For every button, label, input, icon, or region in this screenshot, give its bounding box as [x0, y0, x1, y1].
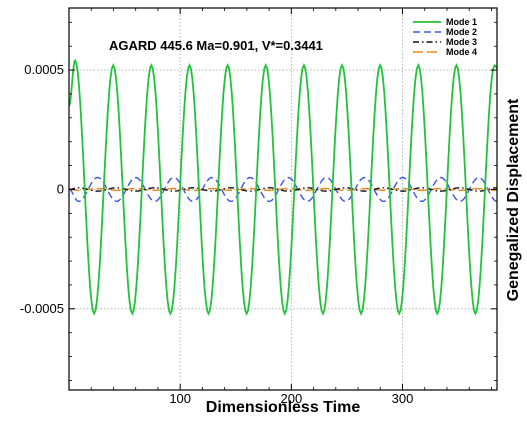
legend-label: Mode 4 — [446, 47, 477, 57]
y-tick-label: 0.0005 — [24, 62, 64, 77]
y-tick-label: 0 — [57, 181, 64, 196]
x-tick-labels: 100 200 300 — [169, 391, 413, 406]
plot-border — [68, 7, 498, 391]
y-axis-label: Genegalized Displacement — [505, 98, 522, 301]
legend-label: Mode 3 — [446, 37, 477, 47]
x-tick-label: 100 — [169, 391, 191, 406]
x-tick-label: 300 — [392, 391, 414, 406]
y-tick-label: -0.0005 — [20, 301, 64, 316]
legend-label: Mode 1 — [446, 17, 477, 27]
x-tick-label: 200 — [280, 391, 302, 406]
axis-ticks — [69, 8, 497, 390]
plot-frame — [69, 8, 497, 390]
legend-label: Mode 2 — [446, 27, 477, 37]
chart-annotation: AGARD 445.6 Ma=0.901, V*=0.3441 — [109, 38, 323, 53]
y-tick-labels: 0.0005 0 -0.0005 — [20, 62, 64, 316]
series-line-mode-1 — [68, 58, 498, 316]
plot-area — [68, 58, 498, 316]
series-line-mode-4 — [68, 187, 498, 192]
x-axis-label: Dimensionless Time — [206, 399, 361, 416]
